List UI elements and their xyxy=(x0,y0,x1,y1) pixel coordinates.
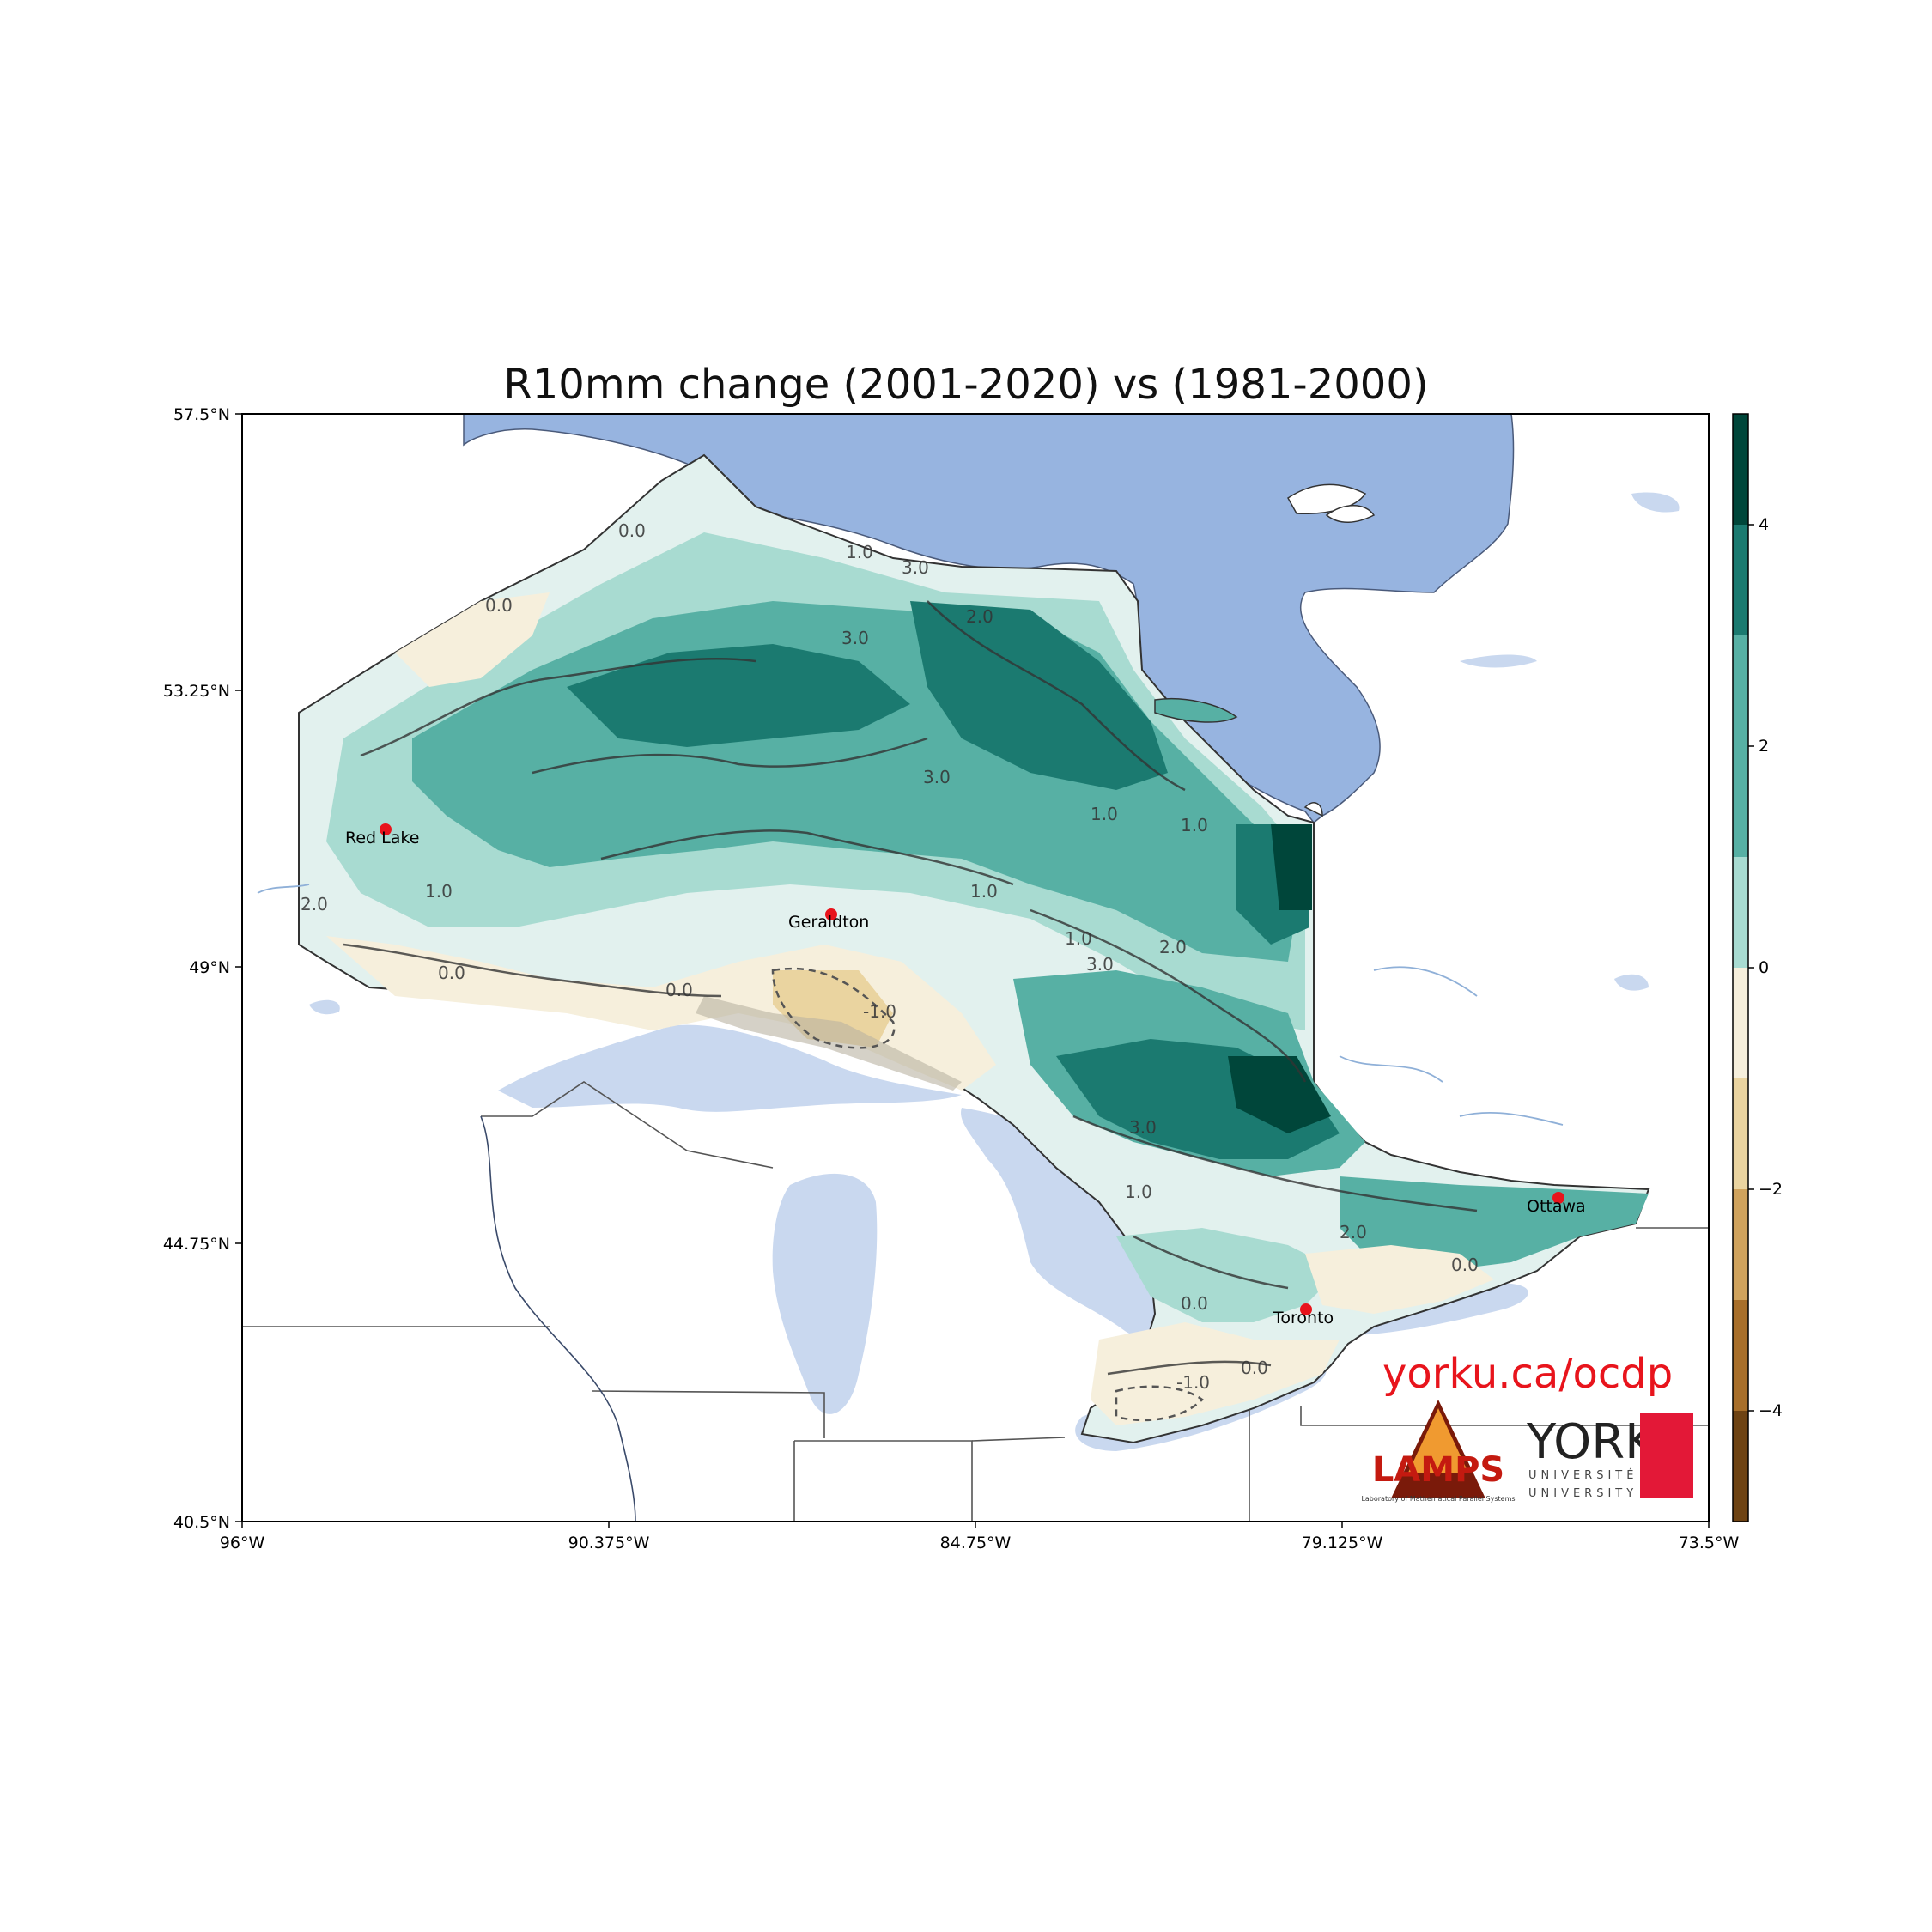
york-text: YORK xyxy=(1526,1414,1657,1470)
colorbar-segment xyxy=(1733,1411,1748,1522)
colorbar-segment xyxy=(1733,525,1748,635)
city-markers: Red Lake Geraldton Ottawa Toronto xyxy=(345,823,1586,1327)
contour-label: 1.0 xyxy=(1091,804,1118,824)
city-dot-ottawa xyxy=(1552,1192,1564,1204)
ocdp-url[interactable]: yorku.ca/ocdp xyxy=(1382,1350,1674,1398)
contour-label: 2.0 xyxy=(301,894,328,914)
colorbar-segment xyxy=(1733,1078,1748,1189)
zone-tan-southeast xyxy=(1305,1245,1494,1314)
island-akimiski xyxy=(1154,697,1238,723)
island-2 xyxy=(1325,505,1376,523)
york-univ-en: UNIVERSITY xyxy=(1528,1487,1637,1500)
lake-huron xyxy=(961,1108,1157,1337)
city-label-geraldton: Geraldton xyxy=(788,913,869,932)
lon-tick-label: 73.5°W xyxy=(1679,1534,1740,1552)
colorbar-segment xyxy=(1733,1300,1748,1411)
colorbar: 4 2 0 −2 −4 xyxy=(1732,413,1783,1522)
zone-dark-teal-1 xyxy=(567,644,910,747)
latitude-axis: 57.5°N 53.25°N 49°N 44.75°N 40.5°N xyxy=(163,405,242,1532)
lamps-text: LAMPS xyxy=(1372,1450,1504,1490)
zone-dark-teal-4 xyxy=(1271,824,1312,910)
lat-tick-label: 49°N xyxy=(189,958,230,977)
us-coastline xyxy=(480,1115,636,1522)
zone-tan-south xyxy=(1091,1322,1340,1425)
colorbar-tick-label: −4 xyxy=(1759,1401,1783,1420)
colorbar-tick-label: 4 xyxy=(1759,515,1769,534)
colorbar-segment xyxy=(1733,968,1748,1078)
city-label-toronto: Toronto xyxy=(1273,1309,1334,1327)
lamps-subtext: Laboratory of Mathematical Parallel Syst… xyxy=(1361,1495,1515,1503)
contour-label: -1.0 xyxy=(1176,1372,1210,1393)
colorbar-tick-label: 0 xyxy=(1759,958,1769,977)
city-dot-geraldton xyxy=(825,908,837,920)
quebec-lake-3 xyxy=(1631,492,1680,513)
lat-tick-label: 57.5°N xyxy=(173,405,230,424)
zone-tan-north xyxy=(395,592,550,687)
lon-tick-label: 90.375°W xyxy=(568,1534,650,1552)
city-dot-toronto xyxy=(1300,1303,1312,1315)
colorbar-segment xyxy=(1733,635,1748,857)
contour-label: 3.0 xyxy=(1086,954,1114,975)
contour-label: 0.0 xyxy=(438,963,465,983)
lat-tick-label: 53.25°N xyxy=(163,682,230,701)
contour-label: 0.0 xyxy=(1181,1293,1208,1314)
contour-lines xyxy=(343,600,1478,1376)
contour-label: -1.0 xyxy=(863,1001,896,1022)
contour-label: 1.0 xyxy=(1065,928,1092,949)
lon-tick-label: 84.75°W xyxy=(940,1534,1012,1552)
lake-superior xyxy=(498,1024,962,1112)
zone-ottawa-teal xyxy=(1340,1176,1649,1271)
contour-label: 1.0 xyxy=(970,881,998,902)
colorbar-segment xyxy=(1733,1189,1748,1300)
contour-label: 0.0 xyxy=(665,980,693,1000)
island-3 xyxy=(1303,802,1323,817)
longitude-axis: 96°W 90.375°W 84.75°W 79.125°W 73.5°W xyxy=(220,1522,1740,1552)
contour-label: 1.0 xyxy=(1181,815,1208,835)
contour-label-group: 0.0 1.0 3.0 2.0 3.0 0.0 1.0 2.0 0.0 0.0 … xyxy=(301,520,1479,1393)
contour-label: 3.0 xyxy=(1129,1117,1157,1138)
negative-contours xyxy=(771,967,1204,1422)
york-logo: YORK UNIVERSITÉ UNIVERSITY xyxy=(1526,1413,1693,1500)
lat-tick-label: 40.5°N xyxy=(173,1513,230,1532)
city-label-ottawa: Ottawa xyxy=(1527,1197,1586,1216)
rivers xyxy=(257,884,1564,1126)
colorbar-tick-label: −2 xyxy=(1759,1180,1783,1199)
city-dot-red-lake xyxy=(380,823,392,835)
contour-label: 0.0 xyxy=(485,595,513,616)
york-u-red xyxy=(1640,1413,1693,1498)
quebec-lake-2 xyxy=(1614,974,1649,991)
contour-label: 0.0 xyxy=(1451,1255,1479,1275)
quebec-lake-1 xyxy=(1460,654,1537,668)
york-univ-fr: UNIVERSITÉ xyxy=(1528,1468,1637,1482)
zone-dark-teal-2 xyxy=(910,601,1168,790)
contour-label: 1.0 xyxy=(425,881,453,902)
colorbar-segment xyxy=(1733,414,1748,525)
lamps-logo: LAMPS Laboratory of Mathematical Paralle… xyxy=(1361,1400,1516,1503)
lat-tick-label: 44.75°N xyxy=(163,1235,230,1254)
colorbar-segment xyxy=(1733,857,1748,968)
zone-southeast-darkest xyxy=(1228,1056,1331,1133)
colorbar-tick-label: 2 xyxy=(1759,737,1769,756)
map-area xyxy=(242,414,1709,1522)
lake-michigan xyxy=(772,1173,878,1414)
contour-label: 3.0 xyxy=(923,767,951,787)
contour-label: 2.0 xyxy=(1159,937,1187,957)
contour-label: 1.0 xyxy=(1125,1182,1152,1202)
contour-label: 3.0 xyxy=(841,628,869,648)
contour-label: 0.0 xyxy=(1241,1358,1268,1378)
contour-label: 1.0 xyxy=(846,542,873,562)
contour-label: 2.0 xyxy=(966,606,993,627)
us-state-borders xyxy=(242,1081,1709,1522)
west-lake xyxy=(309,999,340,1015)
map-title: R10mm change (2001-2020) vs (1981-2000) xyxy=(503,361,1429,409)
contour-label: 0.0 xyxy=(618,520,646,541)
lamps-triangle-glow xyxy=(1408,1408,1468,1473)
lon-tick-label: 96°W xyxy=(220,1534,265,1552)
city-label-red-lake: Red Lake xyxy=(345,829,419,848)
lon-tick-label: 79.125°W xyxy=(1302,1534,1383,1552)
contour-label: 3.0 xyxy=(902,557,929,578)
contour-label: 2.0 xyxy=(1340,1222,1367,1242)
